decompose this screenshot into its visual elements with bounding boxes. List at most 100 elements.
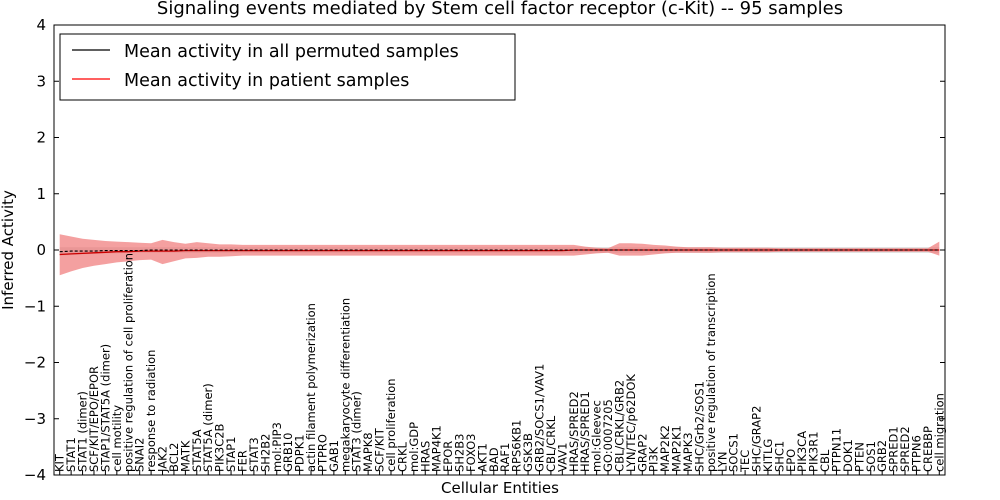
x-tick-label: MAPK3	[681, 432, 695, 472]
x-tick-label: cell motility	[110, 405, 124, 472]
x-tick-label: mol:PIP3	[270, 422, 284, 472]
x-tick-label: SPRED2	[898, 426, 912, 472]
x-tick-label: EPOR	[441, 441, 455, 472]
x-tick-label: STAT5A (dimer)	[201, 383, 215, 472]
x-tick-label: cell proliferation	[384, 378, 398, 472]
x-tick-label: STAP1/STAT5A (dimer)	[98, 344, 112, 472]
x-tick-label: PI3K	[647, 446, 661, 472]
x-tick-label: STAT5A	[190, 429, 204, 472]
x-tick-label: mol:GDP	[407, 422, 421, 472]
x-tick-label: SCF/KIT	[373, 427, 387, 472]
x-tick-label: SH2B2	[258, 433, 272, 471]
x-axis-label: Cellular Entities	[441, 479, 559, 497]
x-tick-label: SHC/Grb2/SOS1	[692, 381, 706, 472]
x-tick-label: MAP2K2	[658, 425, 672, 472]
x-tick-label: GRB2/SOCS1/VAV1	[533, 364, 547, 472]
x-tick-label: BAD	[487, 447, 501, 472]
x-tick-label: PIK3R1	[807, 431, 821, 472]
x-tick-label: AKT1	[475, 443, 489, 472]
x-tick-label: DOK1	[841, 439, 855, 472]
y-tick-label: 3	[36, 72, 46, 90]
x-tick-label: GAB1	[327, 440, 341, 472]
x-tick-label: SCF/KIT/EPO/EPOR	[87, 366, 101, 472]
y-tick-label: −2	[24, 354, 46, 372]
x-tick-label: JAK2	[156, 446, 170, 473]
x-tick-label: CBL/CRKL/GRB2	[612, 380, 626, 472]
y-tick-label: −3	[24, 410, 46, 428]
x-tick-label: SOCS1	[727, 433, 741, 472]
y-tick-label: 0	[36, 241, 46, 259]
y-axis: −4 −3 −2 −1 0 1 2 3 4	[24, 16, 945, 484]
x-tick-label: HRAS/SPRED2	[567, 391, 581, 472]
x-tick-label: SPRED1	[887, 426, 901, 472]
x-tick-label: STAP1	[224, 436, 238, 472]
y-tick-label: −4	[24, 466, 46, 484]
x-tick-label: SOS1	[864, 441, 878, 472]
x-tick-label: GSK3B	[521, 433, 535, 472]
x-tick-label: LYN/TEC/p62DOK	[624, 374, 638, 472]
x-tick-label: STAT1	[64, 437, 78, 472]
x-tick-label: MATK	[178, 440, 192, 472]
legend-label-patient: Mean activity in patient samples	[124, 71, 409, 91]
x-tick-label: GRB2	[875, 440, 889, 472]
legend-frame	[59, 33, 516, 101]
x-tick-label: MAP4K1	[430, 425, 444, 472]
x-tick-label: PIK3CA	[795, 431, 809, 472]
x-tick-label: KITLG	[761, 439, 775, 472]
chart-title: Signaling events mediated by Stem cell f…	[157, 0, 843, 19]
y-tick-label: 2	[36, 129, 46, 147]
x-tick-label: GRAP2	[635, 433, 649, 472]
x-tick-label: CRKL	[395, 441, 409, 472]
x-tick-label: EPO	[784, 449, 798, 472]
legend-label-permuted: Mean activity in all permuted samples	[124, 42, 459, 62]
x-tick-label: STAT3	[247, 437, 261, 472]
x-tick-label: cell migration	[932, 393, 946, 472]
x-tick-label: STAT1 (dimer)	[76, 391, 90, 472]
permuted-mean-line	[59, 249, 940, 253]
x-tick-label: VAV1	[555, 443, 569, 472]
x-tick-label: BCL2	[167, 443, 181, 472]
y-tick-label: 1	[36, 185, 46, 203]
patient-mean-line	[59, 249, 940, 256]
x-tick-label: CREBBP	[921, 426, 935, 472]
x-tick-label: PIK3C2B	[213, 423, 227, 472]
y-tick-label: −1	[24, 297, 46, 315]
x-tick-label: GO:0007205	[601, 399, 615, 472]
x-tick-label: positive regulation of cell proliferatio…	[121, 253, 135, 472]
x-tick-label: PTPN6	[909, 435, 923, 472]
x-tick-label: KIT	[53, 453, 67, 472]
x-tick-label: mol:Gleevec	[590, 400, 604, 472]
x-tick-label: RPS6KB1	[510, 420, 524, 472]
x-tick-label: megakaryocyte differentiation	[338, 298, 352, 472]
x-tick-label: PDPK1	[293, 434, 307, 472]
x-tick-label: STAT3 (dimer)	[350, 391, 364, 472]
x-tick-label: PTEN	[852, 442, 866, 472]
x-tick-label: actin filament polymerization	[304, 303, 318, 472]
y-axis-label: Inferred Activity	[0, 190, 17, 310]
x-tick-label: PTPRO	[315, 434, 329, 472]
x-tick-label: HRAS/SPRED1	[578, 391, 592, 472]
x-tick-label: CBL	[818, 449, 832, 472]
x-tick-label: positive regulation of transcription	[704, 273, 718, 472]
x-tick-label: FER	[236, 450, 250, 472]
x-tick-label: RAF1	[498, 443, 512, 472]
x-tick-label: MAP2K1	[670, 425, 684, 472]
x-tick-label: SH2B3	[453, 433, 467, 471]
x-tick-label: PTPN11	[830, 428, 844, 472]
legend: Mean activity in all permuted samples Me…	[59, 33, 516, 101]
x-tick-label: SHC/GRAP2	[750, 406, 764, 472]
x-tick-label: GRB10	[281, 433, 295, 472]
x-tick-label: HRAS	[418, 441, 432, 472]
x-tick-label: CBL/CRKL	[544, 415, 558, 472]
y-tick-label: 4	[36, 16, 46, 34]
x-tick-label: MAPK8	[361, 432, 375, 472]
x-tick-label: response to radiation	[144, 350, 158, 472]
patient-band	[59, 234, 940, 276]
x-tick-label: SHC1	[772, 441, 786, 472]
x-tick-label: SNAI2	[133, 438, 147, 472]
x-tick-label: LYN	[715, 452, 729, 473]
x-tick-label: FOXO3	[464, 434, 478, 472]
x-tick-label: TEC	[738, 450, 752, 473]
